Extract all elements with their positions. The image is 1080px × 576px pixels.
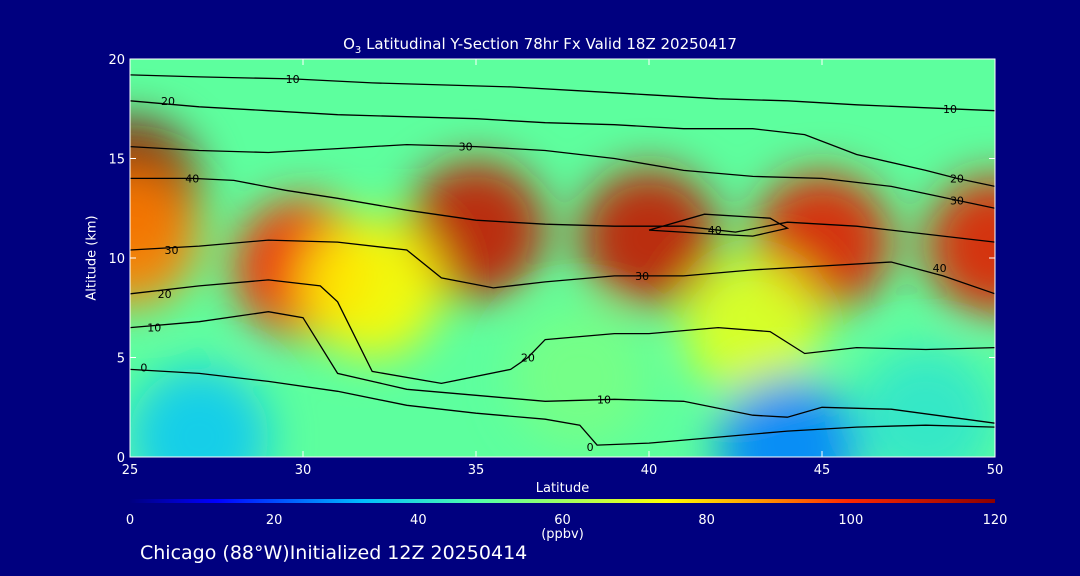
contour-label: 30 <box>165 244 179 257</box>
chart-title: O3 Latitudinal Y-Section 78hr Fx Valid 1… <box>0 35 1080 56</box>
field-anchor <box>717 377 858 457</box>
colorbar-tick-label: 20 <box>266 513 283 528</box>
x-tick-label: 30 <box>295 463 312 478</box>
colorbar-tick-label: 120 <box>983 513 1008 528</box>
field-anchor <box>406 160 546 301</box>
field-anchor <box>130 168 200 309</box>
y-tick-label: 15 <box>108 153 125 168</box>
contour-line <box>130 279 995 385</box>
contour-line <box>130 74 995 112</box>
field-anchor <box>925 176 995 317</box>
contour-label: 0 <box>587 441 594 454</box>
y-tick-label: 20 <box>108 53 125 68</box>
contour-label: 40 <box>185 172 199 185</box>
plot-area: 10 20 10 30 40 20 30 40 30 40 30 20 10 20 0 10 0 <box>130 59 995 457</box>
colorbar-strip <box>130 499 995 503</box>
contour-line <box>130 368 995 446</box>
contour-lines <box>130 74 995 446</box>
colorbar-tick-label: 80 <box>698 513 715 528</box>
contour-label: 20 <box>161 95 175 108</box>
colorbar-tick-label: 40 <box>410 513 427 528</box>
colorbar-tick-label: 60 <box>554 513 571 528</box>
colorbar: 0 20 40 60 80 100 120 <box>126 499 1008 528</box>
contour-line <box>130 239 995 295</box>
x-tick-label: 45 <box>814 463 831 478</box>
contour-line <box>130 177 995 243</box>
contour-label: 10 <box>286 73 300 86</box>
colorbar-tick-label: 0 <box>126 513 134 528</box>
contour-label: 40 <box>708 224 722 237</box>
contour-label: 10 <box>597 393 611 406</box>
contour-label: 20 <box>950 172 964 185</box>
axes: 25 30 35 40 45 50 0 5 10 15 20 <box>108 53 1003 478</box>
contour-label: 20 <box>521 352 535 365</box>
colorbar-tick-label: 100 <box>838 513 863 528</box>
field-anchor <box>130 367 270 457</box>
field-anchors <box>130 118 995 457</box>
title-subscript: 3 <box>354 45 362 56</box>
contour-label: 40 <box>933 262 947 275</box>
contour-labels: 10 20 10 30 40 20 30 40 30 40 30 20 10 20 0 10 0 <box>140 73 964 454</box>
x-tick-label: 50 <box>987 463 1004 478</box>
y-tick-label: 0 <box>117 451 125 466</box>
contour-label: 30 <box>950 194 964 207</box>
ozone-field <box>130 59 995 457</box>
colorbar-unit-label: (ppbv) <box>541 527 584 542</box>
title-text: Latitudinal Y-Section 78hr Fx Valid 18Z … <box>361 35 737 53</box>
x-tick-label: 35 <box>468 463 485 478</box>
contour-line <box>130 143 995 209</box>
field-anchor <box>579 168 719 309</box>
x-tick-label: 25 <box>122 463 139 478</box>
contour-label: 0 <box>140 361 147 374</box>
contour-line <box>130 311 995 424</box>
contour-label: 30 <box>459 141 473 154</box>
y-tick-label: 5 <box>117 352 125 367</box>
contour-label: 10 <box>943 103 957 116</box>
x-axis-label: Latitude <box>535 481 590 496</box>
initialization-caption: Chicago (88°W)Initialized 12Z 20250414 <box>140 542 528 564</box>
contour-label: 10 <box>147 322 161 335</box>
field-anchor <box>509 307 650 448</box>
title-species: O <box>343 35 355 53</box>
x-tick-label: 40 <box>641 463 658 478</box>
field-anchor <box>855 347 995 457</box>
contour-line <box>648 213 790 237</box>
field-anchor <box>302 217 443 358</box>
y-tick-label: 10 <box>108 252 125 267</box>
contour-label: 20 <box>158 288 172 301</box>
contour-label: 30 <box>635 270 649 283</box>
contour-line <box>130 100 995 188</box>
y-axis-label: Altitude (km) <box>84 215 100 301</box>
field-anchor <box>682 257 823 398</box>
